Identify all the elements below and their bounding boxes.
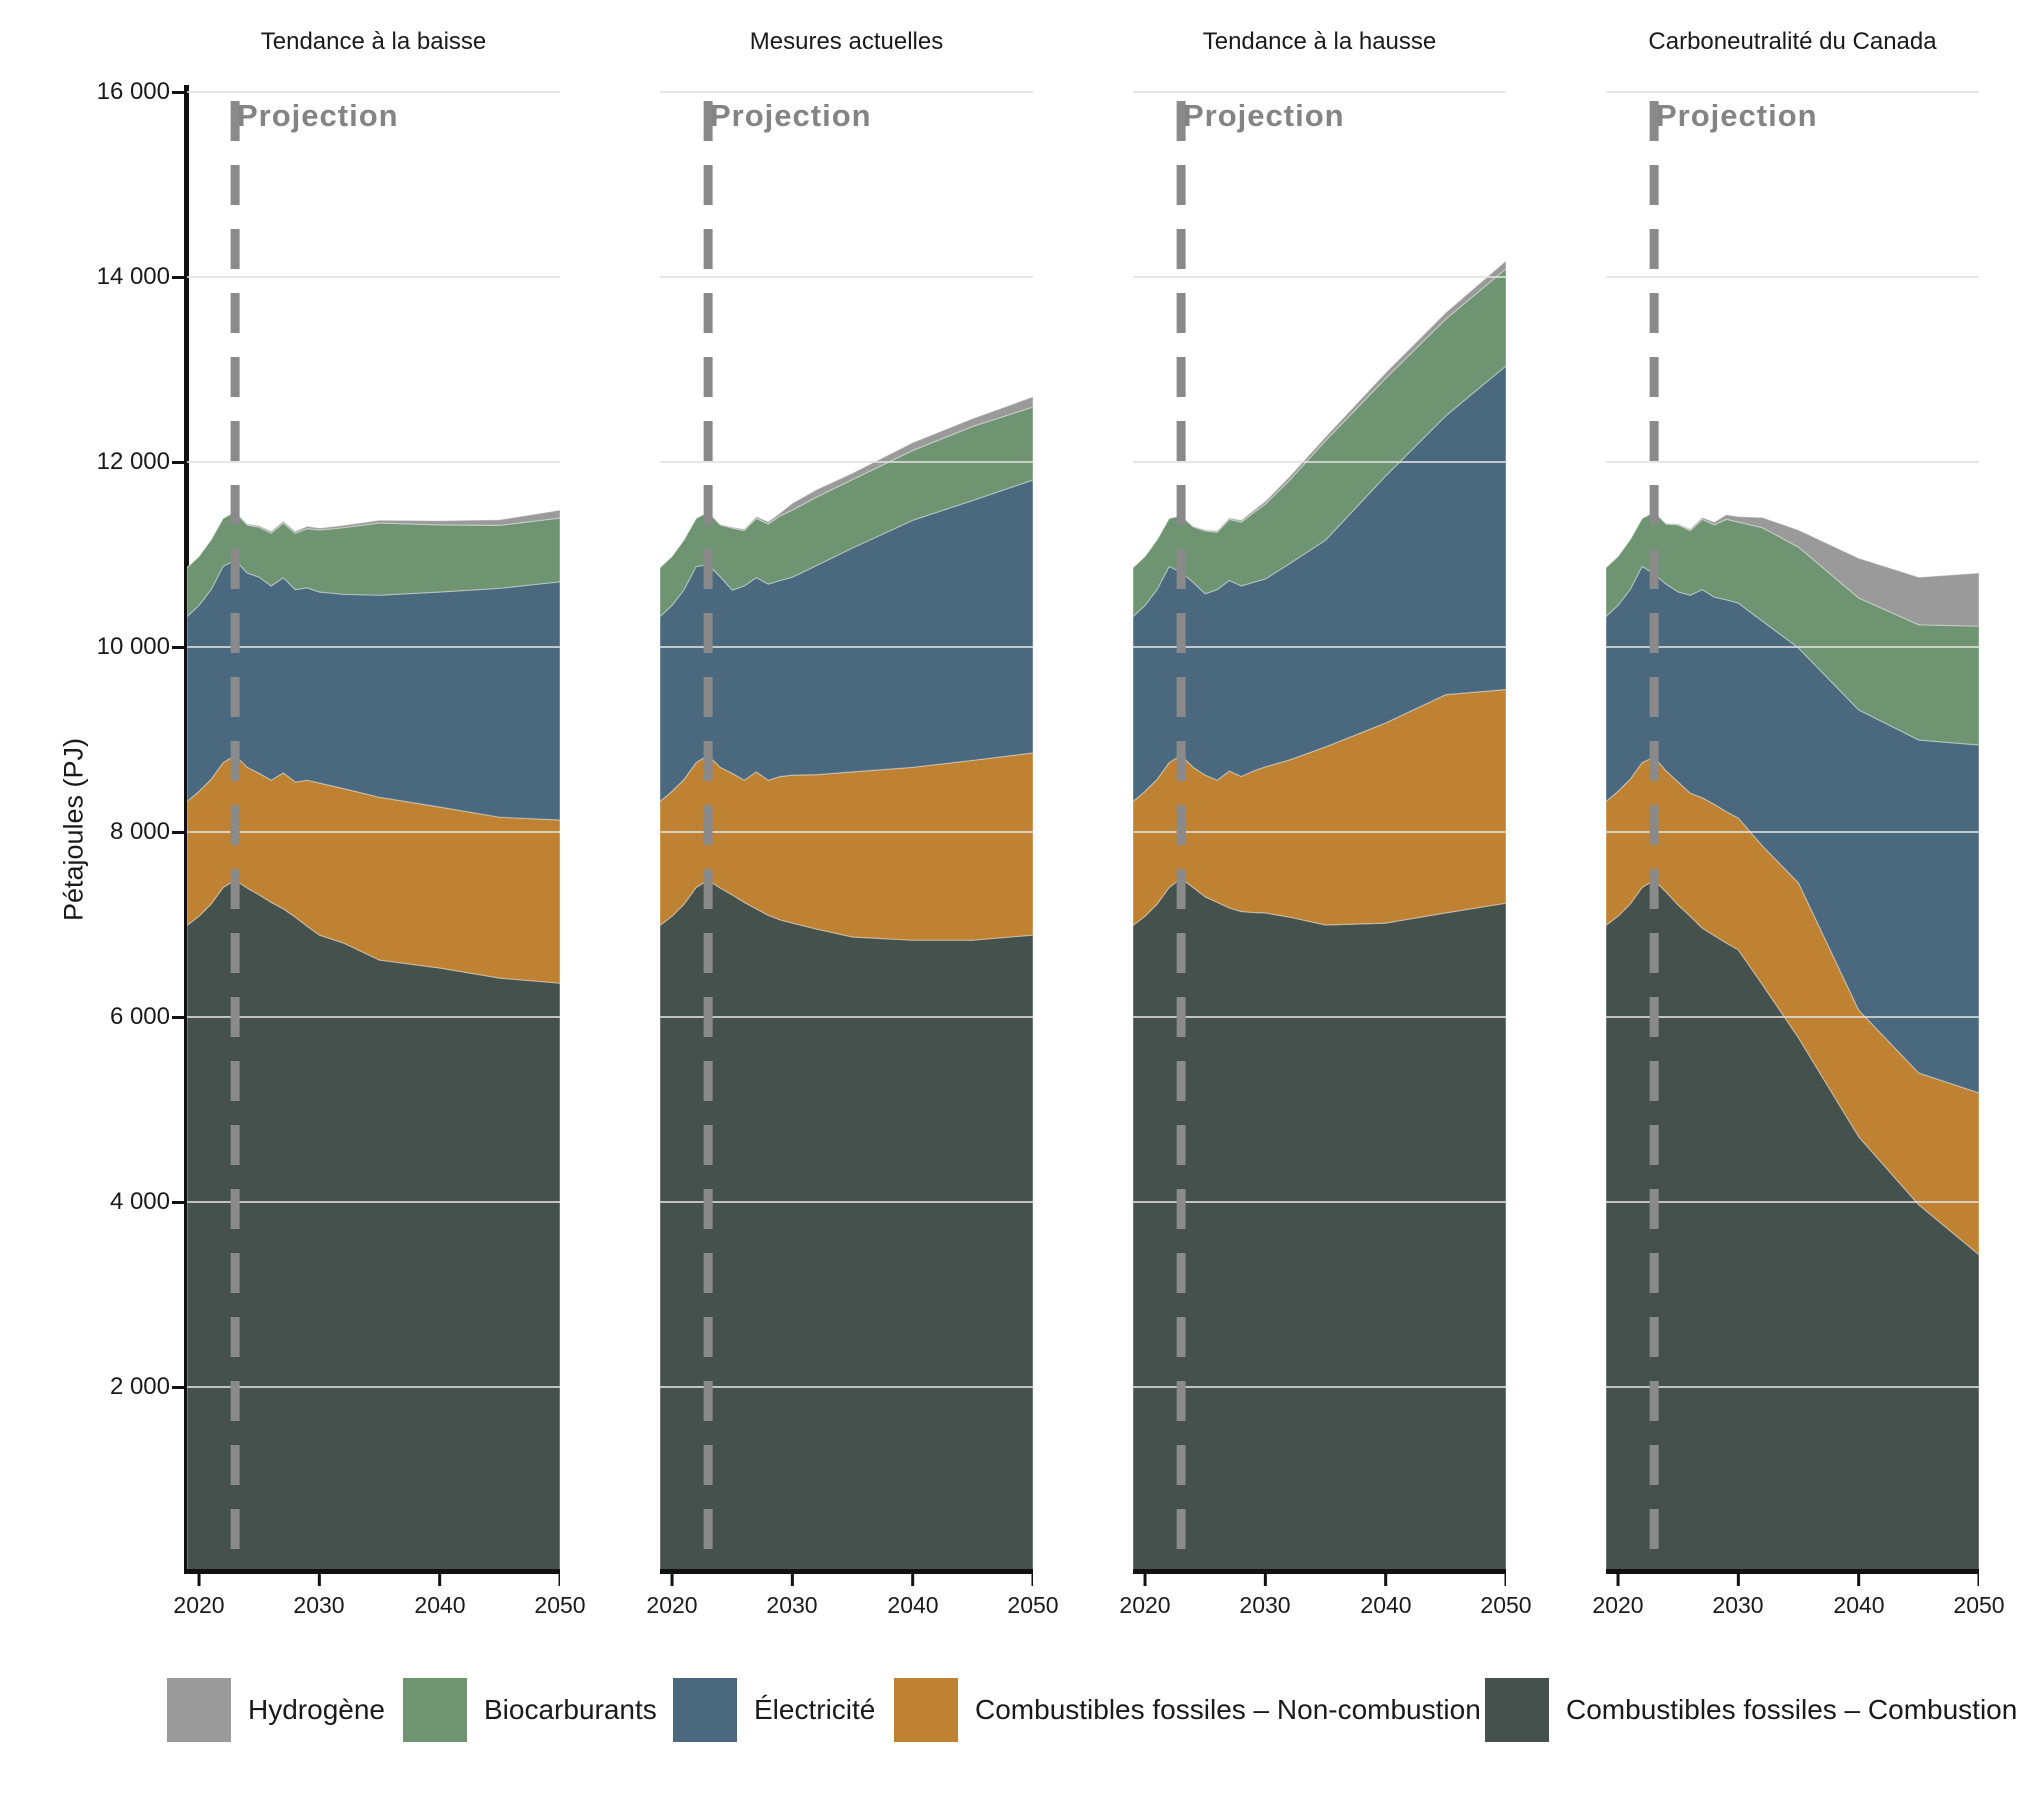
x-tick-label: 2040: [1833, 1592, 1885, 1618]
legend-label: Électricité: [754, 1694, 876, 1725]
y-tick-mark: [172, 460, 184, 464]
x-tick-label: 2020: [173, 1592, 225, 1618]
panel-areas-hausse: [1133, 91, 1506, 1586]
x-tick-mark: [790, 1574, 794, 1586]
panel-areas-carboneutralite: [1606, 91, 1979, 1586]
area-biocarburants: [1133, 267, 1506, 618]
x-tick-label: 2020: [1592, 1592, 1644, 1618]
x-tick-label: 2030: [766, 1592, 818, 1618]
x-tick-label: 2020: [646, 1592, 698, 1618]
area-fossiles_combustion: [660, 879, 1033, 1573]
y-tick-label: 2 000: [109, 1373, 170, 1400]
y-tick-label: 8 000: [109, 818, 170, 845]
y-axis-line: [184, 85, 189, 1574]
x-tick-mark: [1384, 1574, 1388, 1586]
hydrogene-swatch-icon: [167, 1678, 231, 1742]
x-tick-mark: [1736, 1574, 1740, 1586]
x-tick-mark: [197, 1574, 201, 1586]
legend-label: Biocarburants: [484, 1694, 657, 1725]
x-tick-label: 2050: [534, 1592, 586, 1618]
legend-item-fossiles-combustion: Combustibles fossiles – Combustion: [1485, 1678, 2017, 1742]
y-tick-mark: [172, 1015, 184, 1019]
area-hydrogene: [1133, 260, 1506, 568]
x-tick-label: 2040: [887, 1592, 939, 1618]
y-tick-label: 12 000: [96, 448, 170, 475]
legend-label: Hydrogène: [248, 1694, 385, 1725]
panel-title-actuelles: Mesures actuelles: [749, 28, 944, 55]
y-tick-mark: [172, 90, 184, 94]
biocarburants-swatch-icon: [403, 1678, 467, 1742]
x-tick-mark: [558, 1574, 560, 1586]
x-tick-mark: [1977, 1574, 1979, 1586]
x-tick-mark: [670, 1574, 674, 1586]
x-axis-line: [1133, 1569, 1506, 1574]
panel-areas-baisse: [187, 91, 560, 1586]
projection-label: Projection: [710, 98, 872, 133]
y-tick-mark: [172, 645, 184, 649]
area-fossiles_non_combustion: [660, 752, 1033, 941]
area-electricite: [1133, 365, 1506, 803]
area-electricite: [1606, 565, 1979, 1094]
x-tick-label: 2040: [414, 1592, 466, 1618]
y-tick-label: 16 000: [96, 78, 170, 105]
projection-label: Projection: [1656, 98, 1818, 133]
x-tick-mark: [1143, 1574, 1147, 1586]
fossiles-non-combustion-swatch-icon: [894, 1678, 958, 1742]
legend-item-hydrogene: Hydrogène: [167, 1678, 385, 1742]
projection-label: Projection: [237, 98, 399, 133]
area-fossiles_non_combustion: [1133, 688, 1506, 927]
x-tick-mark: [1504, 1574, 1506, 1586]
y-tick-mark: [172, 1200, 184, 1204]
x-tick-mark: [438, 1574, 442, 1586]
x-tick-label: 2030: [1239, 1592, 1291, 1618]
y-tick-label: 14 000: [96, 263, 170, 290]
legend-label: Combustibles fossiles – Combustion: [1566, 1694, 2018, 1725]
panel-areas-actuelles: [660, 91, 1033, 1586]
x-tick-label: 2020: [1119, 1592, 1171, 1618]
x-tick-mark: [1616, 1574, 1620, 1586]
x-tick-label: 2040: [1360, 1592, 1412, 1618]
area-hydrogene: [187, 509, 560, 568]
area-biocarburants: [1606, 511, 1979, 746]
legend-label: Combustibles fossiles – Non-combustion: [975, 1694, 1481, 1725]
area-fossiles_combustion: [187, 879, 560, 1573]
projection-label: Projection: [1183, 98, 1345, 133]
area-fossiles_combustion: [1133, 877, 1506, 1573]
y-tick-mark: [172, 275, 184, 279]
area-hydrogene: [1606, 511, 1979, 627]
x-tick-mark: [1031, 1574, 1033, 1586]
y-tick-label: 6 000: [109, 1003, 170, 1030]
legend-item-electricite: Électricité: [673, 1678, 875, 1742]
x-tick-label: 2050: [1007, 1592, 1059, 1618]
panel-title-carboneutralite: Carboneutralité du Canada: [1648, 28, 1937, 55]
legend-item-fossiles-non-combustion: Combustibles fossiles – Non-combustion: [894, 1678, 1481, 1742]
x-axis-line: [1606, 1569, 1979, 1574]
x-tick-label: 2030: [293, 1592, 345, 1618]
panel-title-baisse: Tendance à la baisse: [260, 28, 487, 55]
x-tick-label: 2050: [1953, 1592, 2005, 1618]
area-fossiles_non_combustion: [187, 754, 560, 984]
x-axis-line: [660, 1569, 1033, 1574]
y-tick-label: 10 000: [96, 633, 170, 660]
x-axis-line: [187, 1569, 560, 1574]
legend-item-biocarburants: Biocarburants: [403, 1678, 657, 1742]
panel-title-hausse: Tendance à la hausse: [1202, 28, 1437, 55]
x-tick-mark: [317, 1574, 321, 1586]
y-tick-mark: [172, 1385, 184, 1389]
area-hydrogene: [660, 396, 1033, 568]
y-tick-mark: [172, 830, 184, 834]
x-tick-mark: [911, 1574, 915, 1586]
x-tick-mark: [1263, 1574, 1267, 1586]
x-tick-mark: [1857, 1574, 1861, 1586]
electricite-swatch-icon: [673, 1678, 737, 1742]
x-tick-label: 2050: [1480, 1592, 1532, 1618]
fossiles-combustion-swatch-icon: [1485, 1678, 1549, 1742]
x-tick-label: 2030: [1712, 1592, 1764, 1618]
y-tick-label: 4 000: [109, 1188, 170, 1215]
